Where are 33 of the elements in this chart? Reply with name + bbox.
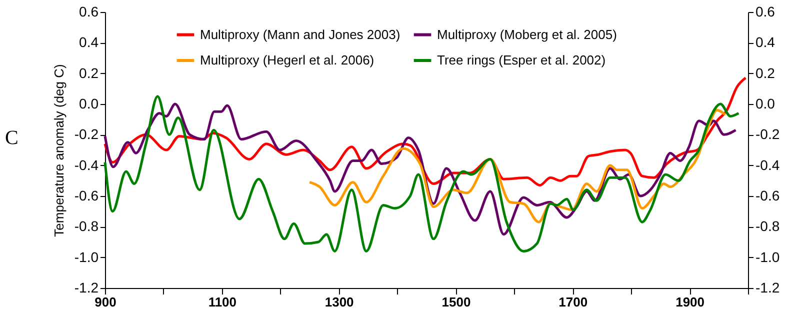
y2-tick-label: -0.6 bbox=[756, 188, 780, 204]
x-tick-label: 1100 bbox=[208, 294, 237, 310]
y-tick-label: -0.4 bbox=[74, 156, 99, 173]
y2-tick-label: -0.4 bbox=[756, 156, 780, 173]
line-series bbox=[104, 95, 740, 252]
y2-tick-label: -1.0 bbox=[756, 248, 780, 265]
y-tick-label: -0.6 bbox=[74, 188, 99, 204]
y-tick-label: -1.0 bbox=[74, 248, 99, 265]
x-tick-label: 1300 bbox=[324, 294, 354, 310]
legend-label: Multiproxy (Mann and Jones 2003) bbox=[200, 26, 400, 42]
legend-label: Tree rings (Esper et al. 2002) bbox=[437, 52, 606, 68]
y2-tick-label: 0.0 bbox=[756, 96, 776, 112]
x-tick-label: 1500 bbox=[442, 294, 471, 310]
y-tick-label: 0.0 bbox=[79, 96, 99, 112]
x-tick-label: 1700 bbox=[558, 294, 588, 310]
y2-tick-label: -0.2 bbox=[756, 126, 780, 142]
y2-tick-label: 0.6 bbox=[756, 4, 776, 20]
legend-label: Multiproxy (Moberg et al. 2005) bbox=[437, 26, 617, 42]
legend-label: Multiproxy (Hegerl et al. 2006) bbox=[200, 52, 374, 68]
x-tick-label: 1900 bbox=[676, 294, 705, 310]
y-tick-label: -1.2 bbox=[74, 280, 99, 296]
y-tick-label: -0.2 bbox=[74, 126, 99, 142]
text: C bbox=[5, 127, 18, 149]
y2-tick-label: 0.4 bbox=[756, 34, 776, 50]
y2-tick-label: -0.8 bbox=[756, 218, 780, 234]
y-axis-title: Temperature anomaly (deg C) bbox=[51, 64, 66, 237]
y-tick-label: 0.2 bbox=[79, 64, 99, 81]
y2-tick-label: -1.2 bbox=[756, 280, 780, 296]
y2-tick-label: 0.2 bbox=[756, 64, 776, 81]
y-tick-label: -0.8 bbox=[74, 218, 99, 234]
x-tick-label: 900 bbox=[94, 294, 116, 310]
y-tick-label: 0.4 bbox=[79, 34, 99, 50]
y-tick-label: 0.6 bbox=[79, 4, 99, 20]
